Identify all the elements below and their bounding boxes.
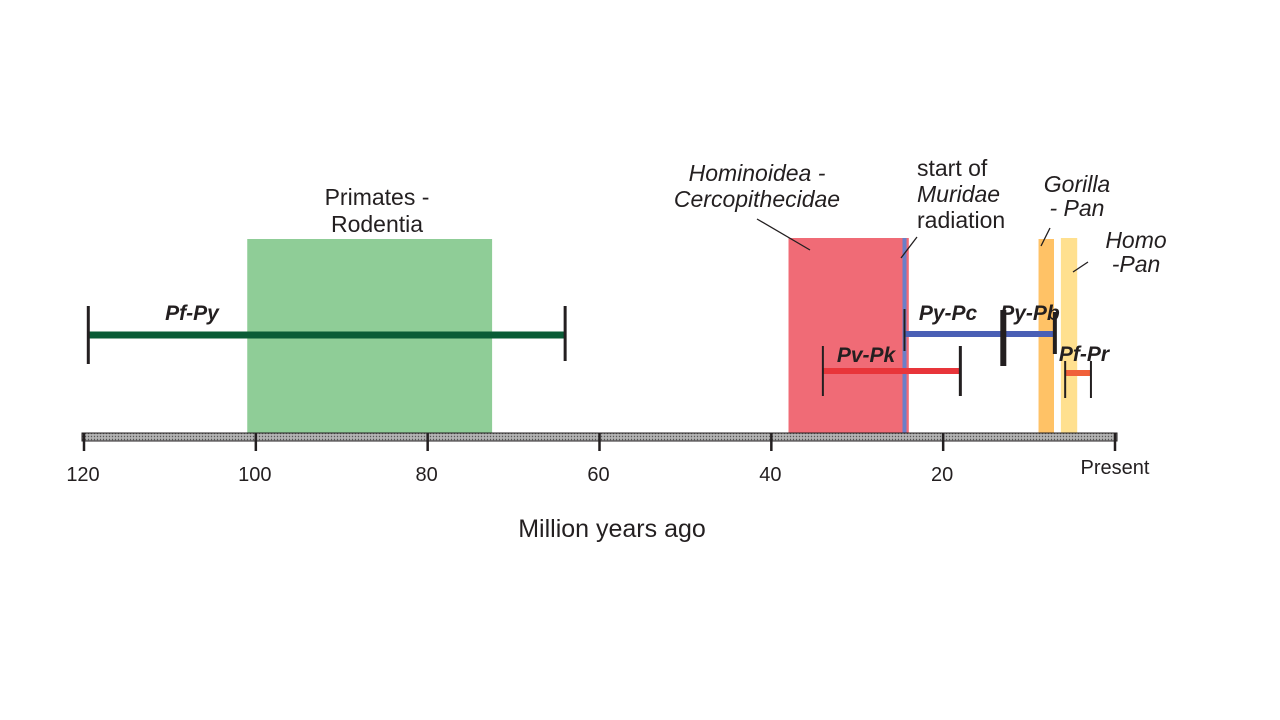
interval-label-pf-py: Pf-Py: [165, 302, 220, 325]
band-label-line: Rodentia: [331, 211, 423, 237]
leader-line-muridae-start: [900, 236, 918, 259]
leader-line-homo-pan: [1072, 261, 1089, 273]
band-label-line: Cercopithecidae: [674, 186, 840, 212]
band-label-gorilla-pan: Gorilla - Pan: [1044, 171, 1110, 221]
band-label-line: -Pan: [1112, 251, 1161, 277]
band-hominoidea-cercopithecidae: [788, 238, 909, 437]
band-label-line: - Pan: [1050, 195, 1105, 221]
leader-line-gorilla-pan: [1040, 227, 1051, 247]
leader-line-hominoidea-cercopithecidae: [756, 218, 811, 251]
x-axis-label: Million years ago: [518, 515, 706, 543]
band-label-line: Hominoidea -: [689, 160, 826, 186]
band-label-line: Homo: [1105, 227, 1167, 253]
marker-label-line: start of: [917, 155, 988, 181]
axis-tick-label: 100: [238, 464, 271, 486]
marker-label-line: Muridae: [917, 181, 1000, 207]
intervals-layer: [86, 306, 1092, 398]
marker-label-muridae-start: start of Muridae radiation: [917, 155, 1005, 233]
time-axis: 120 100 80 60 40 20 Present: [66, 432, 1150, 486]
band-gorilla-pan: [1038, 239, 1054, 437]
axis-tick-label: 40: [759, 464, 781, 486]
band-label-homo-pan: Homo -Pan: [1105, 227, 1167, 277]
interval-label-py-pc: Py-Pc: [919, 302, 978, 325]
axis-tick-label: 120: [66, 464, 99, 486]
axis-tick-label: 60: [587, 464, 609, 486]
axis-tick-label: 20: [931, 464, 953, 486]
band-label-hominoidea-cercopithecidae: Hominoidea -Cercopithecidae: [674, 160, 840, 212]
band-label-line: Gorilla: [1044, 171, 1110, 197]
interval-label-pf-pr: Pf-Pr: [1059, 343, 1111, 366]
band-label-line: Primates -: [325, 184, 430, 210]
marker-label-line: radiation: [917, 207, 1005, 233]
interval-label-py-pb: Py-Pb: [1000, 302, 1060, 325]
labels-layer: Primates -Rodentia Hominoidea -Cercopithe…: [165, 155, 1167, 367]
interval-label-pv-pk: Pv-Pk: [837, 344, 897, 367]
axis-tick-label: Present: [1081, 457, 1150, 479]
band-homo-pan: [1060, 238, 1078, 437]
axis-tick-label: 80: [416, 464, 438, 486]
band-label-primates-rodentia: Primates -Rodentia: [325, 184, 430, 237]
